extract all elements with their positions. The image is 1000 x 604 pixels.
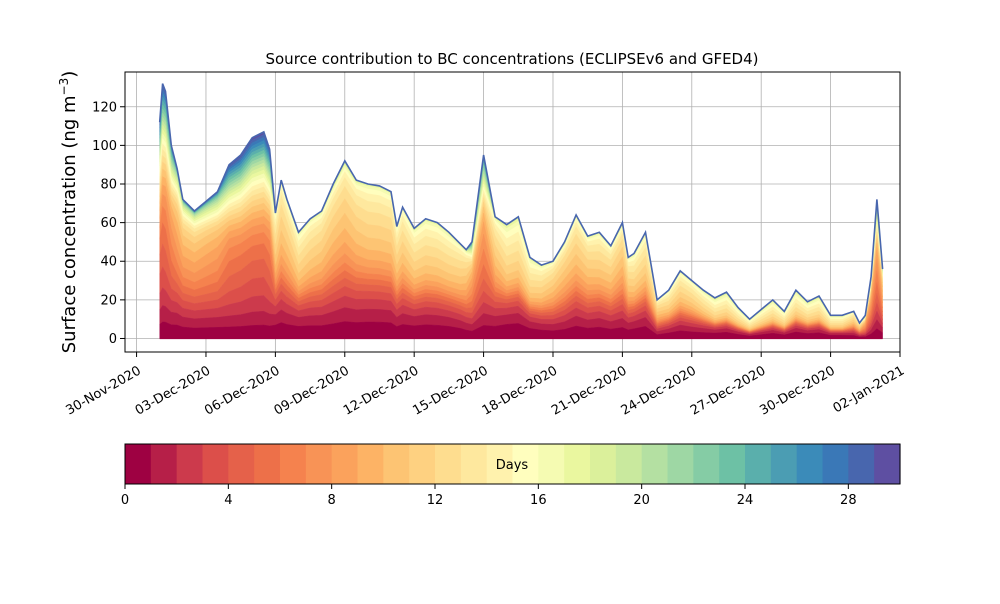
x-tick-label: 30-Nov-2020: [63, 363, 143, 418]
colorbar-swatch: [383, 444, 410, 484]
colorbar-swatch: [125, 444, 152, 484]
colorbar-swatch: [409, 444, 436, 484]
x-tick-label: 06-Dec-2020: [202, 363, 282, 418]
colorbar-swatch: [460, 444, 488, 484]
y-axis-label-main: Surface concentration (ng m: [59, 95, 80, 353]
colorbar-label: Days: [496, 458, 529, 473]
colorbar-tick-label: 16: [530, 493, 547, 508]
colorbar-swatch: [874, 444, 901, 484]
total-concentration-line: [158, 83, 884, 325]
x-tick-label: 18-Dec-2020: [480, 363, 560, 418]
colorbar-swatch: [693, 444, 720, 484]
colorbar-swatch: [150, 444, 178, 484]
colorbar-swatch: [538, 444, 565, 484]
y-axis-label-close: ): [59, 71, 80, 78]
colorbar-swatch: [228, 444, 255, 484]
y-tick-label: 0: [109, 332, 117, 347]
colorbar-swatch: [254, 444, 281, 484]
y-tick-label: 100: [92, 139, 117, 154]
colorbar-swatch: [357, 444, 384, 484]
y-axis-label-exponent: −3: [57, 78, 71, 96]
y-axis: 0 20 40 60 80 100 120: [92, 100, 125, 347]
stacked-areas: [158, 83, 884, 340]
colorbar-tick-label: 24: [737, 493, 754, 508]
colorbar-tick-label: 28: [840, 493, 857, 508]
colorbar-swatch: [770, 444, 798, 484]
y-tick-label: 80: [100, 178, 117, 193]
x-tick-label: 24-Dec-2020: [619, 363, 699, 418]
colorbar-swatch: [564, 444, 591, 484]
colorbar-swatch: [719, 444, 746, 484]
colorbar-swatch: [590, 444, 617, 484]
x-tick-label: 21-Dec-2020: [549, 363, 629, 418]
y-tick-label: 40: [100, 255, 117, 270]
colorbar-swatch: [641, 444, 669, 484]
y-axis-label: Surface concentration (ng m−3): [57, 71, 80, 354]
colorbar-tick-label: 20: [633, 493, 650, 508]
colorbar-swatch: [176, 444, 204, 484]
x-tick-label: 02-Jan-2021: [831, 363, 908, 416]
colorbar-tick-label: 0: [121, 493, 129, 508]
colorbar-swatch: [848, 444, 875, 484]
colorbar-swatch: [745, 444, 772, 484]
x-axis: 30-Nov-202003-Dec-202006-Dec-202009-Dec-…: [63, 352, 907, 419]
colorbar-swatch: [331, 444, 359, 484]
colorbar: [125, 444, 901, 484]
colorbar-swatch: [202, 444, 229, 484]
colorbar-tick-label: 4: [224, 493, 232, 508]
colorbar-swatch: [486, 444, 514, 484]
colorbar-swatch: [667, 444, 694, 484]
colorbar-swatch: [305, 444, 333, 484]
x-tick-label: 15-Dec-2020: [410, 363, 490, 418]
x-tick-label: 30-Dec-2020: [757, 363, 837, 418]
colorbar-tick-label: 8: [328, 493, 336, 508]
colorbar-swatch: [435, 444, 462, 484]
colorbar-ticks: 0 4 8 12 16 20 24 28: [121, 484, 857, 508]
x-tick-label: 09-Dec-2020: [272, 363, 352, 418]
colorbar-swatch: [280, 444, 307, 484]
y-tick-label: 120: [92, 100, 117, 115]
colorbar-swatch: [796, 444, 824, 484]
colorbar-swatch: [615, 444, 643, 484]
y-tick-label: 20: [100, 293, 117, 308]
x-tick-label: 03-Dec-2020: [133, 363, 213, 418]
chart-title: Source contribution to BC concentrations…: [265, 50, 758, 68]
colorbar-frame: [124, 443, 901, 485]
x-tick-label: 27-Dec-2020: [688, 363, 768, 418]
x-tick-label: 12-Dec-2020: [341, 363, 421, 418]
colorbar-swatch: [512, 444, 539, 484]
y-tick-label: 60: [100, 216, 117, 231]
colorbar-swatch: [822, 444, 849, 484]
plot-frame: [124, 71, 901, 353]
colorbar-tick-label: 12: [427, 493, 444, 508]
